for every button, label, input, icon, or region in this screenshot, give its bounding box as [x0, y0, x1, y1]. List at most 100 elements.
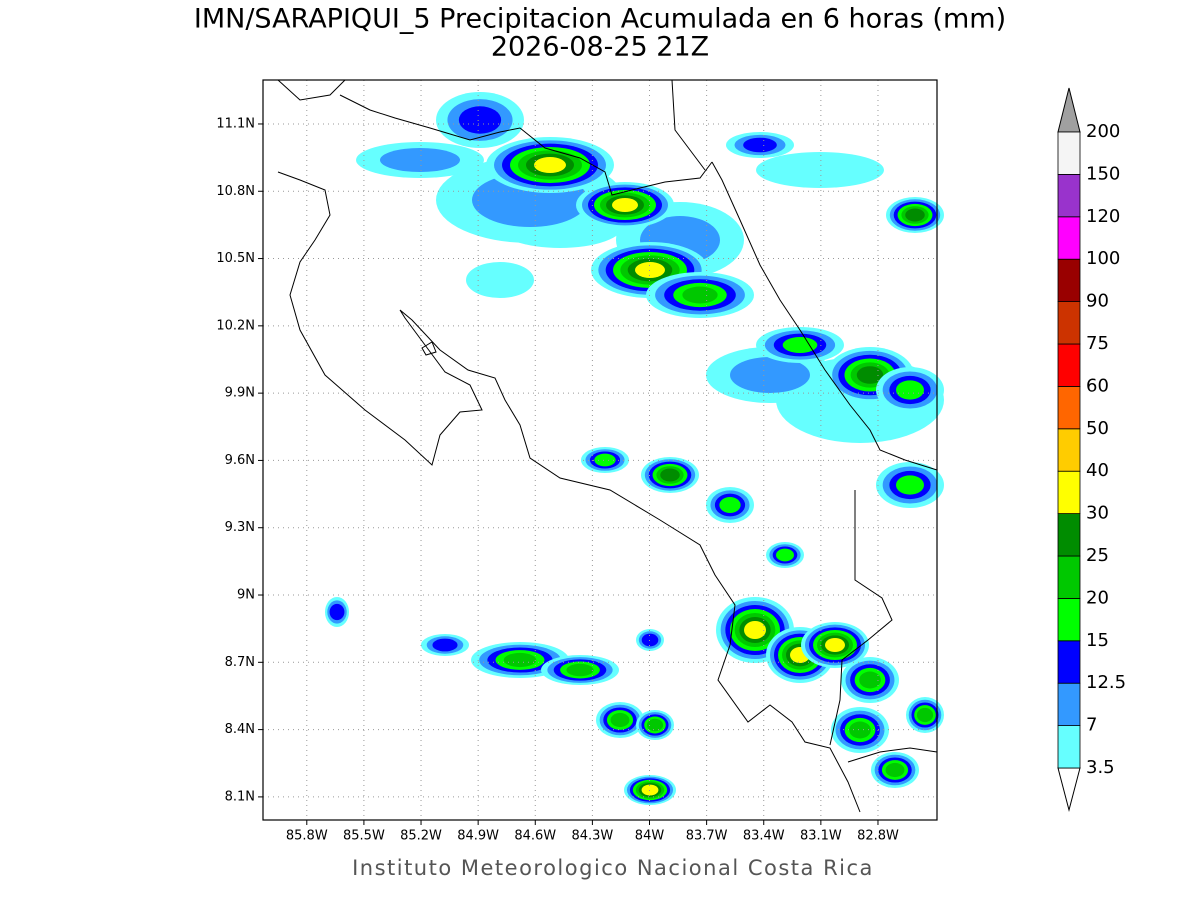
rain-area: [896, 380, 924, 400]
map-frame: [262, 79, 938, 821]
precipitation-field: [325, 92, 944, 805]
colorbar-box: [1057, 258, 1081, 303]
rain-area: [730, 357, 810, 393]
rain-area: [380, 148, 460, 172]
rain-area: [916, 707, 934, 723]
colorbar-box: [1057, 513, 1081, 557]
colorbar-box: [1057, 173, 1081, 218]
rain-area: [566, 663, 594, 677]
rain-area: [329, 603, 345, 621]
colorbar-label: 25: [1086, 545, 1109, 566]
colorbar-label: 40: [1086, 460, 1109, 481]
colorbar-label: 30: [1086, 503, 1109, 524]
lat-tick-label: 10.2N: [216, 318, 255, 333]
colorbar-under: [1057, 767, 1081, 812]
colorbar-box: [1057, 725, 1081, 769]
colorbar-box: [1057, 640, 1081, 684]
rain-area: [432, 638, 458, 652]
colorbar-box: [1057, 428, 1081, 472]
lon-tick-label: 85.8W: [286, 829, 328, 844]
lat-tick-label: 11.1N: [216, 116, 255, 131]
lat-tick-label: 8.1N: [225, 789, 255, 804]
rain-area: [612, 198, 638, 212]
coastline: [671, 79, 706, 171]
colorbar-label: 7: [1086, 715, 1097, 736]
colorbar-box: [1057, 682, 1081, 727]
rain-area: [682, 286, 718, 304]
lon-tick-label: 82.8W: [857, 829, 899, 844]
rain-area: [782, 337, 818, 353]
rain-area: [458, 106, 502, 134]
coastline: [847, 747, 938, 763]
lat-tick-label: 9.6N: [225, 453, 255, 468]
lon-tick-label: 84W: [635, 829, 665, 844]
colorbar-label: 90: [1086, 291, 1109, 312]
border: [339, 94, 713, 196]
colorbar-label: 12.5: [1086, 672, 1126, 693]
rain-area: [825, 638, 845, 652]
colorbar-label: 150: [1086, 163, 1120, 184]
lat-tick-label: 10.5N: [216, 251, 255, 266]
colorbar-over: [1057, 87, 1081, 133]
lon-tick-label: 85.2W: [400, 829, 442, 844]
colorbar-label: 3.5: [1086, 757, 1115, 778]
rain-area: [856, 366, 884, 384]
coastline: [711, 161, 938, 471]
coastline: [277, 79, 346, 101]
rain-area: [503, 652, 537, 668]
lat-tick-label: 8.4N: [225, 722, 255, 737]
coastline: [277, 171, 861, 813]
lat-tick-label: 9N: [237, 588, 255, 603]
colorbar-box: [1057, 470, 1081, 515]
lon-tick-label: 83.1W: [800, 829, 842, 844]
rain-area: [905, 208, 925, 222]
rain-area: [896, 475, 924, 495]
rain-area: [660, 468, 680, 482]
rain-area: [756, 152, 884, 188]
rain-area: [610, 712, 630, 728]
colorbar-box: [1057, 598, 1081, 642]
colorbar-label: 60: [1086, 375, 1109, 396]
colorbar-label: 20: [1086, 587, 1109, 608]
rain-area: [466, 262, 534, 298]
rain-area: [743, 137, 777, 153]
lon-tick-label: 85.5W: [343, 829, 385, 844]
colorbar-label: 15: [1086, 630, 1109, 651]
rain-area: [719, 497, 741, 513]
lat-tick-label: 8.7N: [225, 655, 255, 670]
colorbar-box: [1057, 131, 1081, 175]
subtitle: 2026-08-25 21Z: [491, 32, 709, 63]
lon-tick-label: 84.3W: [571, 829, 613, 844]
lon-tick-label: 83.7W: [686, 829, 728, 844]
colorbar: 3.5 7 12.5 15 20 25 30 40 50 60 75 90 100 120 150 200: [1057, 87, 1126, 812]
title: IMN/SARAPIQUI_5 Precipitacion Acumulada …: [194, 4, 1006, 35]
colorbar-box: [1057, 385, 1081, 430]
border: [829, 490, 893, 746]
colorbar-box: [1057, 343, 1081, 387]
lat-tick-label: 10.8N: [216, 184, 255, 199]
colorbar-box: [1057, 555, 1081, 599]
lon-tick-label: 84.6W: [514, 829, 556, 844]
credit: Instituto Meteorologico Nacional Costa R…: [352, 856, 874, 880]
rain-area: [885, 762, 905, 778]
colorbar-box: [1057, 301, 1081, 345]
colorbar-box: [1057, 216, 1081, 260]
rain-area: [534, 157, 566, 173]
coastlines: [277, 79, 938, 813]
colorbar-label: 200: [1086, 121, 1120, 142]
colorbar-label: 50: [1086, 418, 1109, 439]
lat-tick-label: 9.3N: [225, 520, 255, 535]
colorbar-label: 75: [1086, 333, 1109, 354]
island: [421, 341, 437, 356]
lon-tick-label: 84.9W: [457, 829, 499, 844]
rain-area: [744, 621, 766, 639]
rain-area: [849, 721, 871, 739]
rain-area: [646, 718, 664, 732]
grid: [263, 80, 937, 820]
colorbar-label: 100: [1086, 248, 1120, 269]
rain-area: [594, 453, 616, 467]
colorbar-label: 120: [1086, 206, 1120, 227]
rain-area: [859, 671, 881, 689]
